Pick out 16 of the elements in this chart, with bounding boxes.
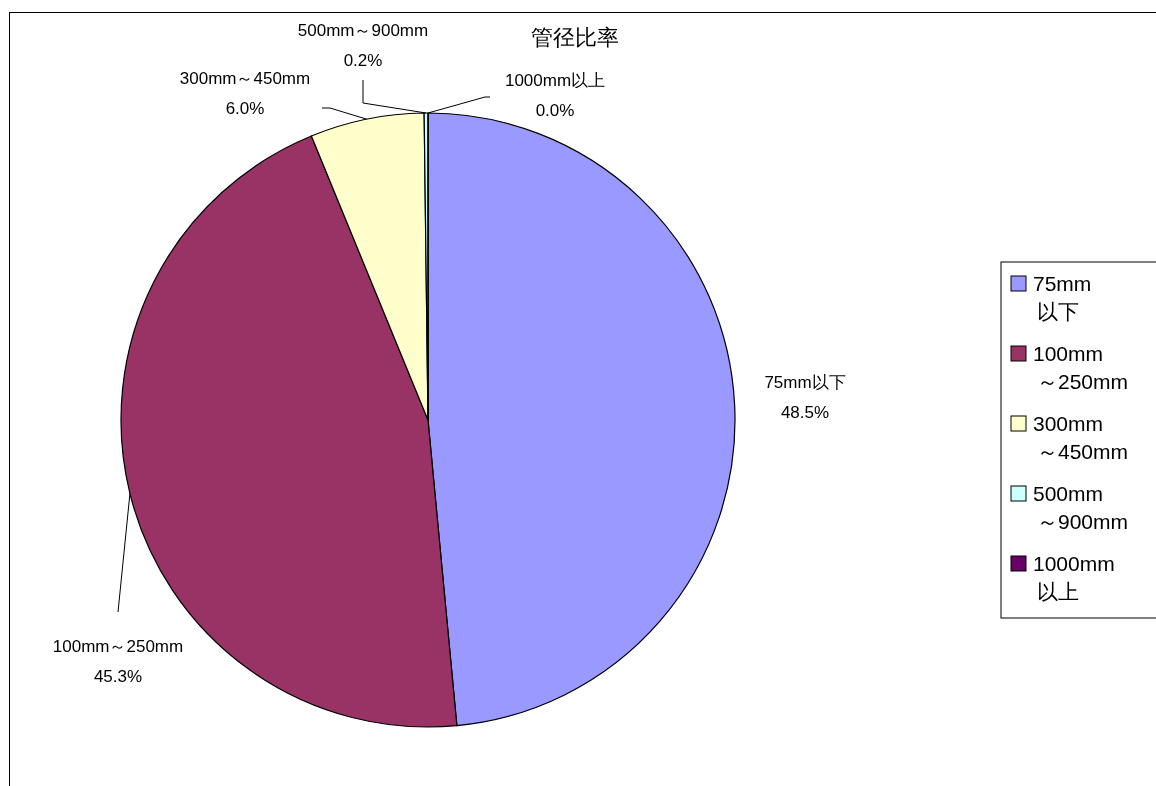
data-label: 0.2% (343, 51, 383, 70)
legend-label: 100mm～250mm (1033, 342, 1129, 393)
data-label: 6.0% (225, 99, 265, 118)
legend-label: 500mm～900mm (1033, 482, 1129, 533)
slice-label: 500mm～900mm (297, 21, 429, 40)
slice-label: 300mm～450mm (179, 69, 311, 88)
legend-label: 75mm以下 (1033, 272, 1092, 323)
slice-label: 75mm以下 (764, 373, 846, 392)
data-label: 48.5% (780, 403, 830, 422)
chart-title: 管径比率 (531, 25, 619, 50)
legend-label: 300mm～450mm (1033, 412, 1129, 463)
legend-label: 1000mm以上 (1033, 552, 1115, 603)
category-label: 1000mm以上 (504, 71, 606, 90)
text: 0.0% (535, 101, 575, 120)
slice-label: 100mm～250mm (52, 637, 184, 656)
data-label: 45.3% (93, 667, 143, 686)
